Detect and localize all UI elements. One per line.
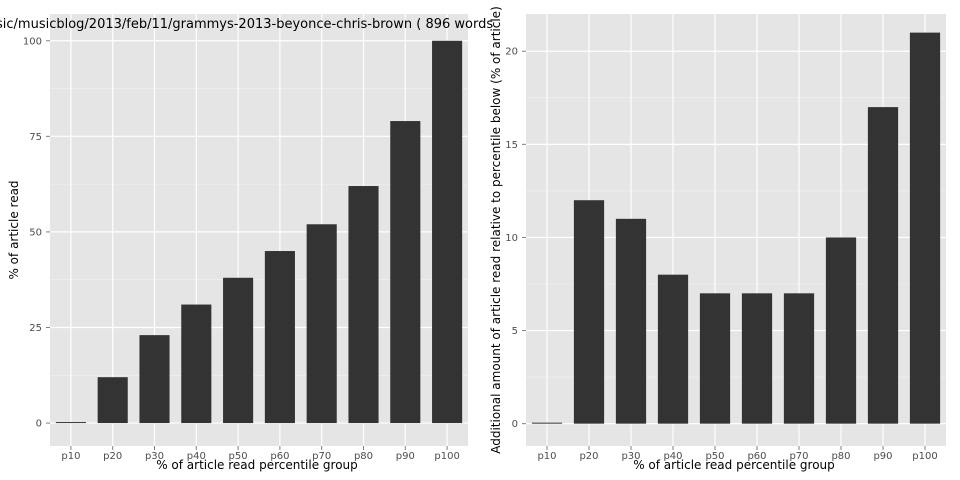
bar-p90 xyxy=(867,107,899,424)
y-tick-label: 100 xyxy=(23,36,42,47)
x-tick-label: p60 xyxy=(270,451,289,462)
bar-p60 xyxy=(741,293,773,424)
bar-p100 xyxy=(909,32,941,424)
bar-p70 xyxy=(306,224,337,424)
x-tick-label: p10 xyxy=(537,451,556,462)
y-tick-label: 0 xyxy=(36,419,42,430)
x-tick-label: p80 xyxy=(354,451,373,462)
bar-p70 xyxy=(783,293,815,424)
x-tick-label: p10 xyxy=(61,451,80,462)
bar-p80 xyxy=(348,186,379,424)
x-tick-label: p90 xyxy=(873,451,892,462)
bar-p80 xyxy=(825,237,857,424)
bar-p50 xyxy=(223,277,254,424)
y-tick-label: 10 xyxy=(505,233,518,244)
bar-p60 xyxy=(264,251,295,424)
y-tick-label: 50 xyxy=(29,227,42,238)
x-tick-label: p20 xyxy=(579,451,598,462)
bar-p20 xyxy=(573,200,605,424)
x-tick-label: p40 xyxy=(187,451,206,462)
bar-p10 xyxy=(55,422,86,424)
y-tick-label: 0 xyxy=(512,419,518,430)
x-tick-label: p50 xyxy=(229,451,248,462)
bar-p20 xyxy=(97,377,128,424)
bar-p90 xyxy=(390,121,421,424)
right-chart: 0 5 10 15 20 p10 p20 p30 p40 p50 p60 p70 p80 p90 p100%… xyxy=(489,6,946,472)
x-tick-label: p70 xyxy=(312,451,331,462)
x-axis-title: % of article read percentile group xyxy=(633,458,835,472)
x-tick-label: p30 xyxy=(621,451,640,462)
y-tick-label: 75 xyxy=(29,132,42,143)
x-tick-label: p30 xyxy=(145,451,164,462)
x-tick-label: p20 xyxy=(103,451,122,462)
x-tick-label: p100 xyxy=(912,451,937,462)
y-tick-label: 25 xyxy=(29,323,42,334)
x-tick-label: p40 xyxy=(663,451,682,462)
bar-p50 xyxy=(699,293,731,424)
bar-p40 xyxy=(181,304,212,424)
x-axis-title: % of article read percentile group xyxy=(156,458,358,472)
y-tick-label: 5 xyxy=(512,326,518,337)
y-axis-title: Additional amount of article read relati… xyxy=(489,6,503,454)
x-tick-label: p60 xyxy=(747,451,766,462)
bar-p10 xyxy=(531,422,563,424)
bar-p100 xyxy=(432,40,463,424)
left-chart: 0 25 50 75 100 p10 p20 p30 p40 p50 p60 p70 p80 p90 p10… xyxy=(0,14,493,472)
y-tick-label: 15 xyxy=(505,140,518,151)
x-tick-label: p100 xyxy=(434,451,459,462)
x-tick-label: p80 xyxy=(831,451,850,462)
bar-p30 xyxy=(615,218,647,424)
y-tick-label: 20 xyxy=(505,47,518,58)
x-tick-label: p50 xyxy=(705,451,724,462)
x-tick-label: p70 xyxy=(789,451,808,462)
y-axis-title: % of article read xyxy=(7,180,21,279)
chart-title: sic/musicblog/2013/feb/11/grammys-2013-b… xyxy=(0,17,493,32)
x-tick-label: p90 xyxy=(396,451,415,462)
bar-p40 xyxy=(657,274,689,424)
bar-p30 xyxy=(139,335,170,424)
